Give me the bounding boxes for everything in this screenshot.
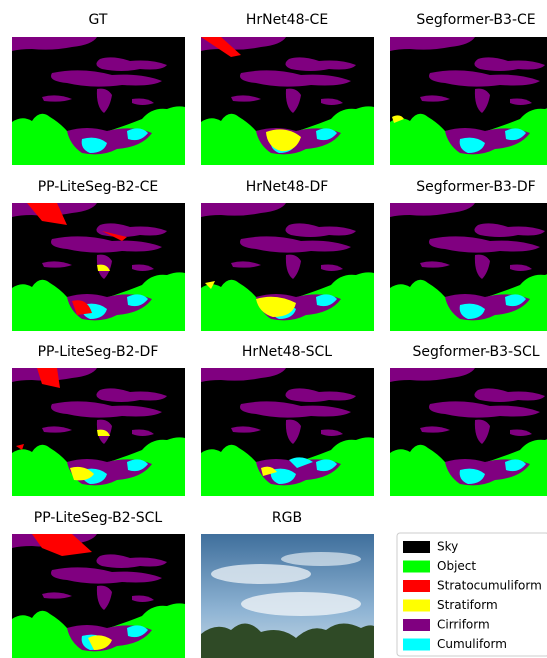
legend-label: Stratiform xyxy=(437,598,498,612)
seg-map xyxy=(12,203,185,331)
legend-label: Cirriform xyxy=(437,618,490,632)
seg-map xyxy=(201,203,374,331)
legend-swatch xyxy=(403,580,430,592)
legend-swatch xyxy=(403,541,430,553)
seg-map xyxy=(12,368,185,496)
seg-map xyxy=(390,203,547,331)
seg-map xyxy=(12,37,185,165)
panel-title: HrNet48-DF xyxy=(246,179,329,195)
seg-map xyxy=(201,368,374,496)
legend-swatch xyxy=(403,600,430,612)
legend-swatch xyxy=(403,619,430,631)
panel-title: PP-LiteSeg-B2-CE xyxy=(38,179,159,195)
panel-title: HrNet48-CE xyxy=(246,12,328,28)
rgb-photo xyxy=(201,534,374,658)
seg-map xyxy=(201,37,374,165)
legend-label: Stratocumuliform xyxy=(437,579,542,593)
panel-title: Segformer-B3-DF xyxy=(416,179,535,195)
panel-title: Segformer-B3-SCL xyxy=(412,344,539,360)
seg-map xyxy=(390,368,547,496)
legend-swatch xyxy=(403,639,430,651)
panel-title: PP-LiteSeg-B2-DF xyxy=(38,344,159,360)
seg-map xyxy=(390,37,547,165)
legend-swatch xyxy=(403,561,430,573)
legend-label: Cumuliform xyxy=(437,637,507,651)
panel-title: GT xyxy=(89,12,108,28)
panel-title: HrNet48-SCL xyxy=(242,344,332,360)
figure: GT HrNet48-CE Segformer-B3-CE PP-LiteSeg… xyxy=(0,0,547,658)
seg-map xyxy=(12,534,185,658)
panel-title: Segformer-B3-CE xyxy=(416,12,535,28)
legend: Sky Object Stratocumuliform Stratiform Cirri… xyxy=(397,533,547,656)
legend-label: Sky xyxy=(437,540,458,554)
legend-label: Object xyxy=(437,559,476,573)
panel-title: RGB xyxy=(272,510,302,526)
panel-title: PP-LiteSeg-B2-SCL xyxy=(34,510,163,526)
